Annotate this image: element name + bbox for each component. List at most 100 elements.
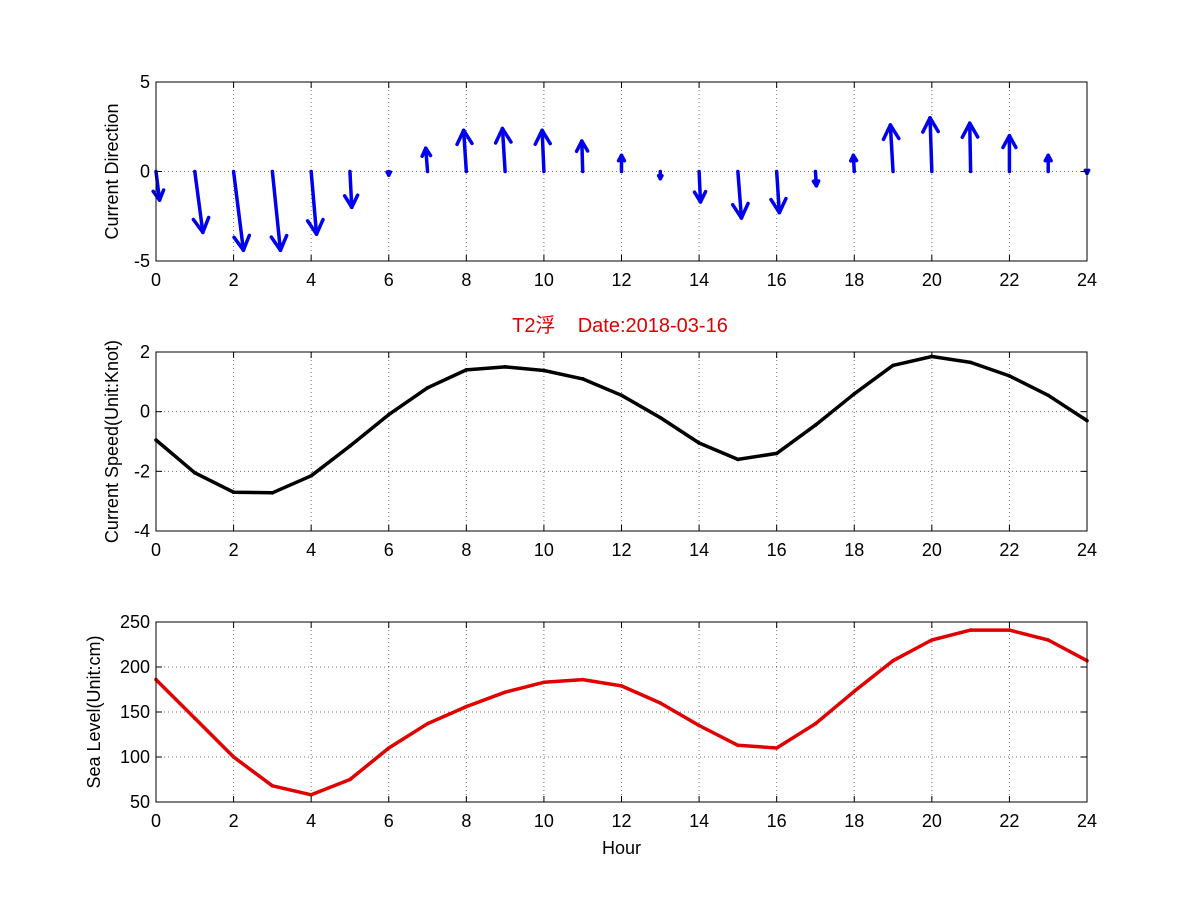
- current-speed-point: [1046, 393, 1051, 398]
- current-speed-point: [503, 365, 507, 369]
- current-direction-xtick-label: 4: [306, 270, 316, 290]
- sea-level-point: [270, 784, 275, 788]
- sea-level-xlabel: Hour: [602, 838, 641, 858]
- current-speed-xtick-label: 16: [767, 540, 787, 560]
- current-speed-xtick-label: 4: [306, 540, 316, 560]
- sea-level-xtick-label: 4: [306, 811, 316, 831]
- sea-level-ylabel: Sea Level(Unit:cm): [84, 635, 104, 788]
- current-direction-ytick-label: 5: [140, 72, 150, 92]
- sea-level-point: [658, 701, 663, 705]
- current-direction-arrow: [921, 116, 940, 174]
- current-direction-xtick-label: 10: [534, 270, 554, 290]
- current-direction-arrow: [692, 169, 708, 204]
- sea-level-point: [231, 755, 236, 759]
- current-speed-xtick-label: 24: [1077, 540, 1097, 560]
- current-direction-arrow: [960, 121, 980, 174]
- current-speed-point: [1007, 374, 1012, 378]
- current-direction-xtick-label: 12: [611, 270, 631, 290]
- sea-level-xtick-label: 14: [689, 811, 709, 831]
- current-direction-arrow: [455, 128, 474, 174]
- current-direction-arrow: [574, 139, 590, 174]
- sea-level-ytick-label: 100: [120, 747, 150, 767]
- current-speed-point: [658, 415, 663, 420]
- current-direction-xtick-label: 2: [229, 270, 239, 290]
- current-direction-xtick-label: 24: [1077, 270, 1097, 290]
- current-direction-arrow: [269, 169, 289, 253]
- sea-level-point: [891, 658, 895, 663]
- current-speed-point: [852, 391, 857, 396]
- sea-level-point: [736, 743, 740, 748]
- sea-level-point: [503, 690, 507, 694]
- sea-level-point: [542, 680, 546, 685]
- current-direction-xtick-label: 14: [689, 270, 709, 290]
- current-speed-point: [231, 490, 236, 495]
- sea-level-point: [464, 704, 469, 709]
- current-speed-point: [891, 363, 895, 368]
- sea-level-point: [930, 638, 934, 642]
- sea-level-point: [425, 721, 430, 726]
- current-direction-arrow: [656, 169, 664, 181]
- sea-level-xtick-label: 0: [151, 811, 161, 831]
- current-speed-xtick-label: 6: [384, 540, 394, 560]
- current-speed-ytick-label: 2: [140, 342, 150, 362]
- current-speed-point: [464, 368, 469, 372]
- current-speed-xtick-label: 10: [534, 540, 554, 560]
- current-speed-ytick-label: -2: [134, 461, 150, 481]
- current-speed-point: [813, 423, 818, 427]
- current-direction-xtick-label: 18: [844, 270, 864, 290]
- sea-level-point: [813, 721, 818, 726]
- current-speed-point: [348, 444, 352, 448]
- sea-level-xtick-label: 22: [999, 811, 1019, 831]
- sea-level-point: [697, 723, 701, 728]
- current-speed-point: [697, 441, 701, 445]
- sea-level-point: [1007, 628, 1012, 632]
- sea-level-xtick-label: 12: [611, 811, 631, 831]
- current-direction-arrow: [342, 169, 360, 210]
- current-direction-ylabel: Current Direction: [102, 103, 122, 239]
- sea-level-point: [852, 689, 857, 694]
- sea-level-point: [309, 793, 313, 797]
- sea-level-point: [348, 777, 352, 782]
- current-direction-ytick-label: -5: [134, 251, 150, 271]
- current-speed-point: [736, 457, 740, 462]
- current-direction-arrow: [881, 123, 901, 174]
- current-speed-point: [386, 412, 391, 417]
- current-direction-arrow: [1043, 153, 1053, 174]
- current-direction-arrows: [151, 116, 1091, 253]
- sea-level-ytick-label: 250: [120, 612, 150, 632]
- current-direction-arrow: [231, 169, 252, 253]
- current-direction-arrow: [769, 169, 788, 215]
- current-direction-xtick-label: 0: [151, 270, 161, 290]
- current-direction-ytick-label: 0: [140, 162, 150, 182]
- current-speed-point: [270, 491, 275, 495]
- current-speed-point: [542, 368, 546, 373]
- current-speed-xtick-label: 0: [151, 540, 161, 560]
- current-speed-xtick-label: 2: [229, 540, 239, 560]
- sea-level-point: [192, 716, 197, 721]
- current-speed-point: [192, 471, 197, 475]
- current-speed-point: [968, 360, 973, 365]
- sea-level-point: [1046, 638, 1051, 642]
- current-speed-xtick-label: 20: [922, 540, 942, 560]
- sea-level-point: [774, 746, 779, 750]
- current-direction-xtick-label: 8: [461, 270, 471, 290]
- sea-level-xtick-label: 10: [534, 811, 554, 831]
- current-direction-arrow: [493, 126, 513, 174]
- current-speed-point: [774, 451, 779, 456]
- current-direction-arrow: [533, 128, 552, 174]
- current-direction-xtick-label: 6: [384, 270, 394, 290]
- current-direction-xtick-label: 20: [922, 270, 942, 290]
- current-speed-xtick-label: 18: [844, 540, 864, 560]
- current-speed-xtick-label: 8: [461, 540, 471, 560]
- current-direction-arrow: [191, 169, 211, 235]
- sea-level-xtick-label: 18: [844, 811, 864, 831]
- current-speed-point: [580, 377, 585, 381]
- sea-level-xtick-label: 20: [922, 811, 942, 831]
- sea-level-ytick-label: 200: [120, 657, 150, 677]
- sea-level-point: [968, 628, 973, 632]
